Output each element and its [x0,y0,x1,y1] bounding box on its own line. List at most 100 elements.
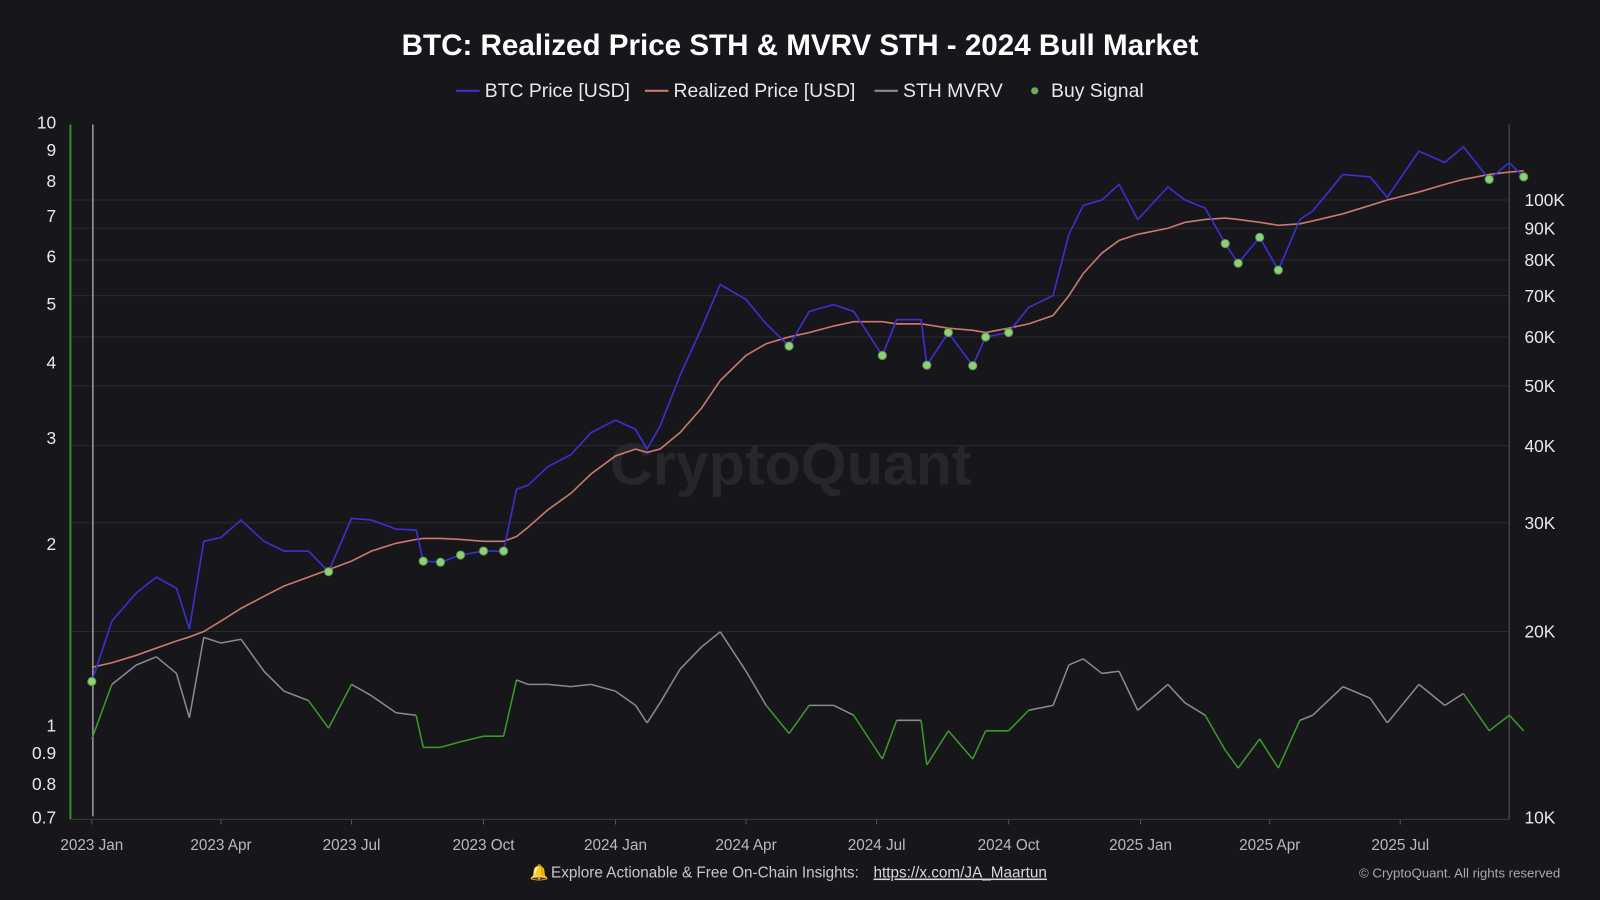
left-tick-label: 8 [46,171,56,191]
mvrv-segment [1488,714,1510,732]
buy-signals [87,172,1529,687]
buy-signal-point [1220,238,1230,249]
buy-signal-point [1233,258,1243,268]
mvrv-segment [881,720,898,760]
right-tick-label: 20K [1524,622,1555,642]
right-tick-label: 50K [1524,376,1555,396]
legend-label: BTC Price [USD] [485,80,630,102]
mvrv-segment [1118,670,1139,711]
x-tick-label: 2025 Jul [1371,837,1429,854]
mvrv-segment [371,695,397,714]
buy-signal-point [1519,172,1529,182]
legend-label: Realized Price [USD] [673,80,855,102]
mvrv-segment [307,700,330,729]
mvrv-segment [220,638,242,644]
legend-item-btc-price[interactable]: BTC Price [USD] [456,80,630,102]
right-tick-label: 70K [1524,286,1555,306]
mvrv-segment [327,684,353,729]
mvrv-segment [351,683,372,697]
mvrv-segment [263,670,285,692]
mvrv-segment [1167,683,1186,704]
mvrv-segment [833,704,854,716]
legend-item-buy-signal[interactable]: Buy Signal [1031,80,1144,102]
mvrv-segment [440,740,461,749]
legend-swatch [1031,87,1039,95]
left-tick-label: 2 [46,534,56,554]
mvrv-segment [1082,658,1103,675]
mvrv-segment [920,720,928,766]
mvrv-segment [91,684,113,740]
mvrv-segment [283,690,309,702]
footer-text: Explore Actionable & Free On-Chain Insig… [551,865,859,882]
right-tick-label: 40K [1524,436,1555,456]
left-tick-label: 5 [46,294,56,314]
x-tick-label: 2023 Jul [323,837,381,854]
buy-signal-point [1004,327,1014,338]
legend-item-realized-price[interactable]: Realized Price [USD] [644,80,856,102]
mvrv-segment [1184,702,1206,716]
mvrv-segment [659,668,681,704]
x-tick-label: 2025 Apr [1239,837,1300,854]
mvrv-segment [111,664,137,685]
mvrv-segment [1137,683,1169,711]
left-tick-label: 3 [46,428,56,448]
legend-label: Buy Signal [1051,80,1144,102]
x-tick-label: 2025 Jan [1109,837,1172,854]
x-tick-label: 2023 Apr [190,837,251,854]
mvrv-segment [136,656,157,666]
mvrv-segment [175,673,191,718]
left-tick-label: 4 [46,353,56,373]
mvrv-segment [1418,683,1446,706]
mvrv-segment [1508,714,1525,732]
mvrv-segment [1224,749,1239,769]
x-tick-label: 2023 Oct [452,837,515,854]
left-tick-label: 0.7 [32,807,56,827]
buy-signal-point [435,557,446,567]
buy-signal-point [323,567,334,577]
buy-signal-point [478,546,489,556]
left-tick-label: 10 [37,113,56,133]
right-tick-label: 90K [1524,218,1555,238]
mvrv-segment [1101,670,1120,675]
mvrv-segment [765,704,790,734]
mvrv-segment [547,683,572,688]
buy-signal-point [499,546,509,556]
mvrv-segment [1028,704,1054,711]
legend: BTC Price [USD] Realized Price [USD] STH… [456,80,1144,102]
mvrv-segment [1008,709,1030,732]
mvrv-segment [679,646,703,670]
mvrv-segment [646,702,661,724]
mvrv-segment [570,683,592,688]
mvrv-segment [853,714,883,760]
left-tick-label: 1 [46,716,56,736]
mvrv-segment [1299,714,1314,722]
copyright: © CryptoQuant. All rights reserved [1359,866,1560,881]
watermark: CryptoQuant [610,431,972,498]
buy-signal-point [1255,232,1265,242]
buy-signal-point [87,676,97,687]
footer-link[interactable]: https://x.com/JA_Maartun [873,865,1046,882]
mvrv-segment [788,704,810,734]
buy-signal-point [784,341,794,351]
buy-signal-point [981,332,991,342]
mvrv-segment [1277,720,1301,769]
mvrv-segment [1342,685,1371,699]
series-sth-mvrv [91,631,1525,769]
mvrv-segment [701,631,721,648]
x-tick-label: 2024 Jul [848,837,906,854]
legend-item-sth-mvrv[interactable]: STH MVRV [874,80,1003,102]
buy-signal-point [877,350,887,361]
left-tick-label: 6 [46,246,56,266]
mvrv-segment [1068,658,1084,666]
footer: 🔔 Explore Actionable & Free On-Chain Ins… [530,864,1561,882]
mvrv-segment [203,636,222,644]
mvrv-segment [719,631,747,672]
x-tick-label: 2024 Oct [978,837,1041,854]
buy-signal-point [922,360,932,370]
mvrv-segment [745,670,767,706]
buy-signal-point [455,550,466,560]
mvrv-segment [1444,692,1464,706]
mvrv-segment [188,637,205,718]
mvrv-segment [415,715,424,748]
